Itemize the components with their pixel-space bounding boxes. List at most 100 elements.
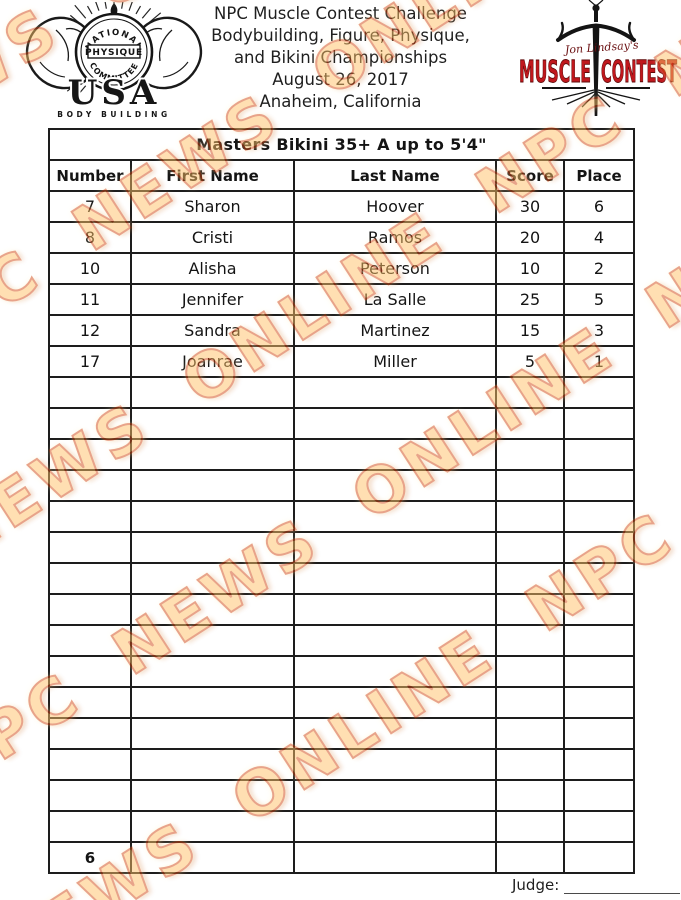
- table-row: [48, 810, 636, 843]
- cell-first-name: Jennifer: [130, 283, 295, 316]
- cell-first-name: [130, 841, 295, 874]
- npc-seal: NATIONAL COMMITTEE PHYSIQUE: [74, 12, 154, 92]
- event-title-line: Bodybuilding, Figure, Physique,: [211, 26, 470, 45]
- table-row: [48, 562, 636, 595]
- table-row: 10 Alisha Peterson 10 2: [48, 252, 636, 285]
- table-row: [48, 469, 636, 502]
- usa-wordmark: USA: [68, 73, 161, 113]
- cell-number: [48, 407, 132, 440]
- cell-place: [562, 841, 636, 874]
- cell-number: [48, 686, 132, 719]
- table-row: 6: [48, 841, 636, 874]
- judge-label: Judge:: [512, 876, 560, 894]
- column-header-row: Number First Name Last Name Score Place: [48, 159, 636, 192]
- table-row: [48, 717, 636, 750]
- cell-score: 20: [495, 221, 565, 254]
- cell-place: [562, 748, 636, 781]
- cell-place: [562, 810, 636, 843]
- table-row: [48, 593, 636, 626]
- col-header-last-name: Last Name: [293, 159, 497, 192]
- cell-first-name: [130, 779, 295, 812]
- cell-place: [562, 376, 636, 409]
- cell-last-name: [293, 531, 497, 564]
- table-row: [48, 779, 636, 812]
- cell-number: [48, 717, 132, 750]
- cell-score: [495, 810, 565, 843]
- cell-score: [495, 407, 565, 440]
- cell-first-name: Sharon: [130, 190, 295, 223]
- cell-score: [495, 748, 565, 781]
- cell-score: [495, 717, 565, 750]
- cell-first-name: [130, 407, 295, 440]
- cell-first-name: [130, 748, 295, 781]
- table-row: [48, 407, 636, 440]
- cell-first-name: [130, 469, 295, 502]
- cell-score: [495, 655, 565, 688]
- cell-last-name: [293, 407, 497, 440]
- muscle-contest-logo: Jon Lindsay's MUSCLE CONTEST: [519, 0, 678, 116]
- cell-number: [48, 469, 132, 502]
- cell-place: 1: [562, 345, 636, 378]
- cell-last-name: [293, 593, 497, 626]
- seal-text-mid: PHYSIQUE: [85, 48, 143, 58]
- cell-number: [48, 779, 132, 812]
- cell-score: 10: [495, 252, 565, 285]
- cell-last-name: [293, 779, 497, 812]
- cell-score: 5: [495, 345, 565, 378]
- table-row: [48, 624, 636, 657]
- cell-place: [562, 531, 636, 564]
- table-row: 12 Sandra Martinez 15 3: [48, 314, 636, 347]
- table-row: [48, 655, 636, 688]
- cell-first-name: [130, 531, 295, 564]
- cell-place: [562, 562, 636, 595]
- col-header-score: Score: [495, 159, 565, 192]
- cell-place: 3: [562, 314, 636, 347]
- cell-place: 5: [562, 283, 636, 316]
- muscle-wordmark: MUSCLE: [519, 55, 591, 90]
- cell-place: [562, 469, 636, 502]
- cell-last-name: Miller: [293, 345, 497, 378]
- cell-place: [562, 717, 636, 750]
- cell-last-name: [293, 562, 497, 595]
- cell-number: 12: [48, 314, 132, 347]
- cell-last-name: [293, 469, 497, 502]
- sunrays-icon: [542, 87, 650, 108]
- table-row: [48, 376, 636, 409]
- cell-score: [495, 531, 565, 564]
- cell-first-name: Joanrae: [130, 345, 295, 378]
- cell-first-name: [130, 500, 295, 533]
- cell-last-name: [293, 655, 497, 688]
- class-title-row: Masters Bikini 35+ A up to 5'4": [47, 128, 636, 161]
- cell-place: [562, 500, 636, 533]
- cell-first-name: [130, 686, 295, 719]
- cell-number: 17: [48, 345, 132, 378]
- cell-score: [495, 593, 565, 626]
- results-table: Masters Bikini 35+ A up to 5'4" Number F…: [47, 128, 636, 874]
- cell-first-name: [130, 717, 295, 750]
- cell-first-name: [130, 810, 295, 843]
- cell-first-name: Cristi: [130, 221, 295, 254]
- cell-score: [495, 841, 565, 874]
- cell-score: [495, 562, 565, 595]
- cell-number: [48, 593, 132, 626]
- cell-place: 6: [562, 190, 636, 223]
- cell-place: 4: [562, 221, 636, 254]
- cell-number: [48, 500, 132, 533]
- table-row: [48, 438, 636, 471]
- cell-number: 8: [48, 221, 132, 254]
- cell-last-name: [293, 748, 497, 781]
- col-header-number: Number: [48, 159, 132, 192]
- cell-place: [562, 686, 636, 719]
- cell-place: [562, 624, 636, 657]
- cell-last-name: Martinez: [293, 314, 497, 347]
- event-title-line: and Bikini Championships: [233, 48, 448, 67]
- cell-last-name: [293, 717, 497, 750]
- cell-first-name: [130, 376, 295, 409]
- cell-first-name: Sandra: [130, 314, 295, 347]
- bodybuilding-label: BODY BUILDING: [57, 110, 170, 119]
- cell-score: [495, 500, 565, 533]
- cell-score: 25: [495, 283, 565, 316]
- event-header: NPC Muscle Contest Challenge Bodybuildin…: [170, 3, 511, 113]
- cell-number: [48, 655, 132, 688]
